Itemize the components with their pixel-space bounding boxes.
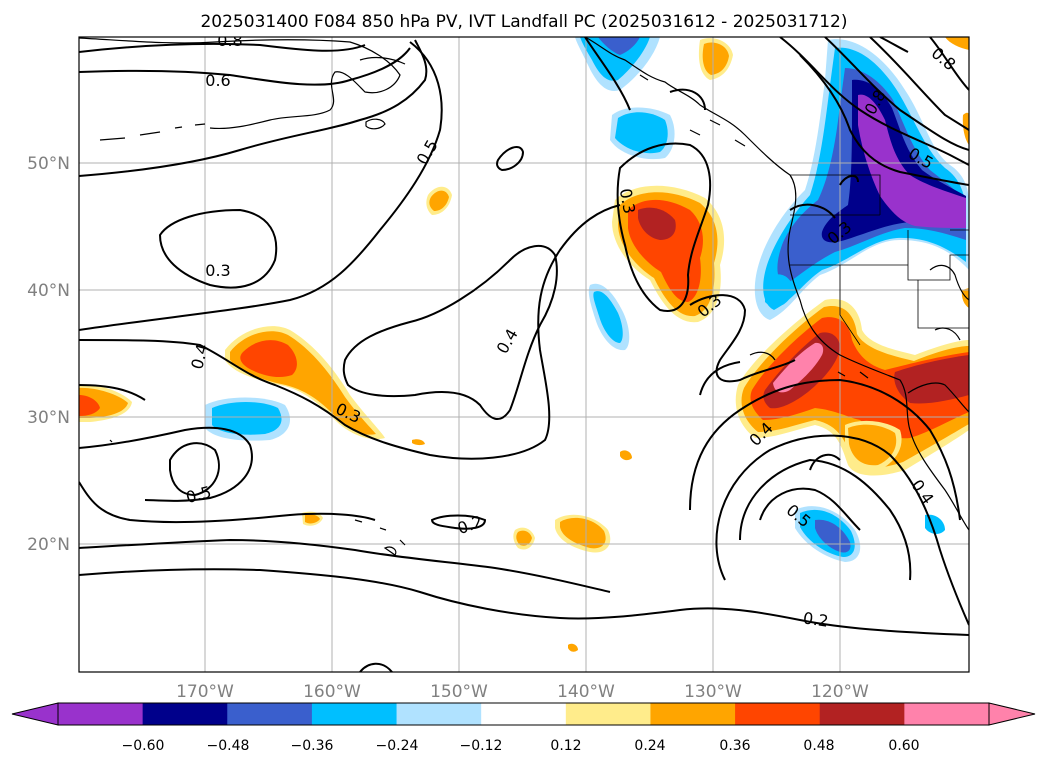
longitude-labels: 170°W 160°W 150°W 140°W 130°W 120°W: [176, 682, 869, 702]
colorbar-tick-label: −0.48: [207, 738, 250, 754]
colorbar-bin: [311, 703, 398, 725]
colorbar-tick-label: 0.60: [888, 738, 919, 754]
colorbar-bin: [735, 703, 821, 725]
colorbar-bin: [481, 703, 567, 725]
lon-label-160w: 160°W: [303, 682, 361, 702]
colorbar-tick-label: 0.36: [719, 738, 750, 754]
positive-anomaly-central: [612, 185, 725, 323]
colorbar-ticks: −0.60 −0.48 −0.36 −0.24 −0.12 0.12 0.24 …: [122, 738, 920, 754]
colorbar-bin: [650, 703, 736, 725]
colorbar-tick-label: 0.48: [803, 738, 834, 754]
coastlines: [79, 37, 969, 556]
latitude-labels: 50°N 40°N 30°N 20°N: [27, 154, 70, 555]
lon-label-150w: 150°W: [430, 682, 488, 702]
colorbar-tick-label: −0.24: [376, 738, 419, 754]
pv-contours: [79, 37, 969, 672]
colorbar-bin: [819, 703, 905, 725]
positive-anomaly-west: [79, 38, 733, 440]
colorbar-bin: [142, 703, 228, 725]
positive-anomaly-small: [302, 439, 632, 652]
contour-label: 0.8: [217, 31, 242, 50]
lat-label-30n: 30°N: [27, 408, 70, 428]
negative-anomaly-ne-coast: [754, 39, 969, 320]
colorbar: −0.60 −0.48 −0.36 −0.24 −0.12 0.12 0.24 …: [11, 702, 1036, 754]
contour-label: 0.3: [205, 261, 230, 280]
colorbar-bin: [396, 703, 482, 725]
colorbar-extend-low: [11, 702, 59, 726]
colorbar-bin: [904, 703, 990, 725]
lon-label-170w: 170°W: [176, 682, 234, 702]
colorbar-tick-label: −0.60: [122, 738, 165, 754]
lat-label-20n: 20°N: [27, 535, 70, 555]
lat-label-40n: 40°N: [27, 281, 70, 301]
colorbar-tick-label: 0.12: [550, 738, 581, 754]
colorbar-tick-label: −0.36: [291, 738, 334, 754]
contour-label: 0.2: [802, 608, 830, 630]
map-area: 0.8 0.6 0.5 0.3 0.4 0.3 0.5 0.2 0.4 0.3 …: [78, 31, 970, 673]
lon-label-130w: 130°W: [684, 682, 742, 702]
colorbar-bin: [58, 703, 144, 725]
colorbar-frame: [57, 702, 990, 726]
map-frame: [78, 36, 970, 673]
map-title: 2025031400 F084 850 hPa PV, IVT Landfall…: [200, 12, 847, 32]
lon-label-120w: 120°W: [811, 682, 869, 702]
contour-label: 0.6: [205, 71, 230, 90]
state-borders: [790, 174, 969, 346]
colorbar-bin: [227, 703, 313, 725]
graticule: [79, 37, 969, 672]
contour-label: 0.3: [616, 187, 639, 215]
lat-label-50n: 50°N: [27, 154, 70, 174]
colorbar-bin: [565, 703, 651, 725]
lon-label-140w: 140°W: [557, 682, 615, 702]
colorbar-extend-high: [988, 702, 1036, 726]
colorbar-tick-label: 0.24: [634, 738, 665, 754]
colorbar-tick-label: −0.12: [460, 738, 503, 754]
